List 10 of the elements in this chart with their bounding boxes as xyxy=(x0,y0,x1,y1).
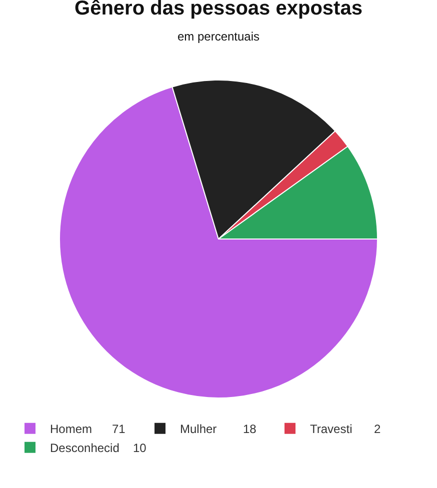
legend-label: Desconhecid xyxy=(50,441,120,456)
data-label: 71 xyxy=(112,422,126,436)
chart-title: Gênero das pessoas expostas xyxy=(74,0,362,20)
data-label: 10 xyxy=(133,441,147,455)
legend-label: Homem xyxy=(50,422,92,436)
legend-label: Travesti xyxy=(310,422,352,436)
legend-label: Mulher xyxy=(180,422,217,436)
data-label: 18 xyxy=(243,422,257,436)
chart-subtitle: em percentuais xyxy=(177,30,260,44)
data-label: 2 xyxy=(374,422,381,436)
